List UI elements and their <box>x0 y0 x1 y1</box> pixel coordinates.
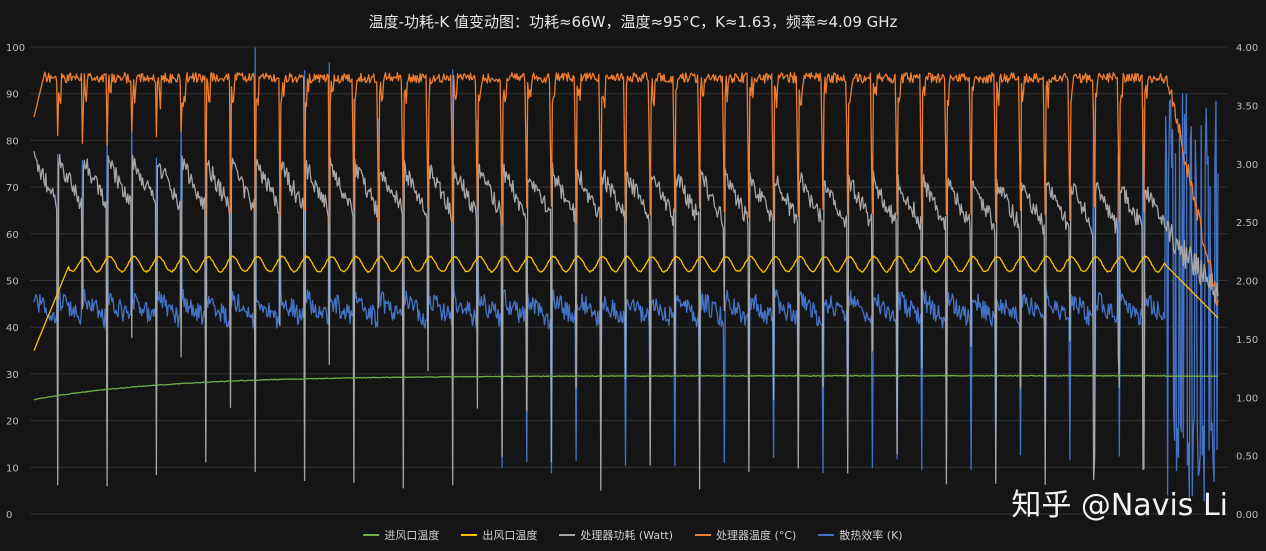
left-tick-label: 0 <box>6 510 12 521</box>
legend-swatch <box>695 534 712 536</box>
legend-item: 散热效率 (K) <box>818 527 903 543</box>
left-tick-label: 30 <box>6 370 19 381</box>
series-line-outlet-temp <box>33 255 1219 351</box>
right-tick-label: 4.00 <box>1236 43 1258 54</box>
chart-title: 温度-功耗-K 值变动图：功耗≈66W，温度≈95°C，K≈1.63，频率≈4.… <box>368 13 898 31</box>
legend-swatch <box>363 534 380 536</box>
right-tick-label: 2.50 <box>1236 218 1258 229</box>
right-tick-label: 1.00 <box>1236 393 1258 404</box>
legend-label: 出风口温度 <box>482 529 538 542</box>
legend-item: 处理器功耗 (Watt) <box>559 527 673 543</box>
right-tick-label: 1.50 <box>1236 335 1258 346</box>
left-tick-label: 100 <box>6 43 25 54</box>
right-tick-label: 2.00 <box>1236 277 1258 288</box>
left-tick-label: 90 <box>6 90 19 101</box>
legend-swatch <box>818 534 835 536</box>
left-tick-label: 50 <box>6 277 19 288</box>
left-tick-label: 60 <box>6 230 19 241</box>
left-tick-label: 70 <box>6 183 19 194</box>
series-line-inlet-temp <box>33 374 1218 401</box>
legend-label: 散热效率 (K) <box>839 529 903 542</box>
right-tick-label: 0.50 <box>1236 452 1258 463</box>
left-tick-label: 40 <box>6 323 19 334</box>
series-line-power <box>33 151 1219 491</box>
left-tick-label: 80 <box>6 136 19 147</box>
left-tick-label: 10 <box>6 463 19 474</box>
legend-swatch <box>461 534 478 536</box>
legend-label: 进风口温度 <box>384 529 440 542</box>
series-line-cpu-temp <box>33 71 1219 306</box>
watermark: 知乎 @Navis Li <box>1011 488 1228 523</box>
legend-item: 出风口温度 <box>461 527 537 543</box>
legend-label: 处理器功耗 (Watt) <box>580 529 674 542</box>
right-tick-label: 3.00 <box>1236 160 1258 171</box>
left-tick-label: 20 <box>6 417 19 428</box>
legend: 进风口温度 出风口温度 处理器功耗 (Watt) 处理器温度 (°C) 散热效率 (K) <box>0 527 1266 543</box>
legend-item: 处理器温度 (°C) <box>695 527 796 543</box>
right-tick-label: 0.00 <box>1236 510 1258 521</box>
legend-label: 处理器温度 (°C) <box>716 529 797 542</box>
right-tick-label: 3.50 <box>1236 101 1258 112</box>
legend-item: 进风口温度 <box>363 527 439 543</box>
legend-swatch <box>559 534 576 536</box>
